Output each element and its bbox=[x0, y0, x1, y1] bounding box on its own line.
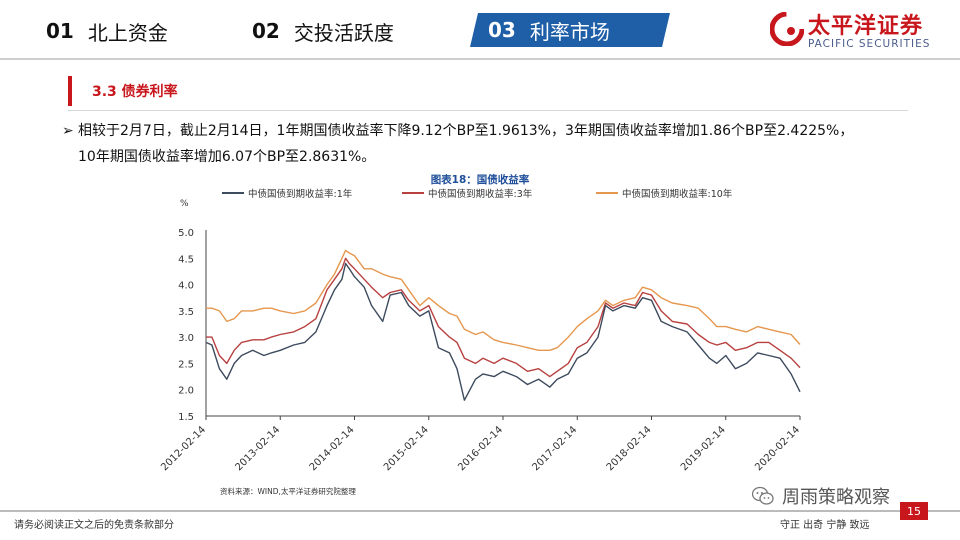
active-tab-background bbox=[470, 13, 670, 47]
x-tick-label: 2016-02-14 bbox=[456, 424, 505, 473]
y-tick-label: 4.5 bbox=[178, 254, 194, 265]
x-tick-label: 2017-02-14 bbox=[530, 424, 579, 473]
nav-number: 03 bbox=[488, 18, 516, 42]
legend-label: 中债国债到期收益率:10年 bbox=[622, 188, 733, 200]
bullet-arrow-icon: ➢ bbox=[62, 123, 74, 139]
x-tick-label: 2018-02-14 bbox=[605, 424, 654, 473]
paragraph-line-2: 10年期国债收益率增加6.07个BP至2.8631%。 bbox=[78, 149, 376, 165]
nav-number: 02 bbox=[252, 19, 280, 43]
watermark-text: 周雨策略观察 bbox=[782, 487, 890, 508]
x-tick-label: 2013-02-14 bbox=[233, 424, 282, 473]
watermark: 周雨策略观察 bbox=[752, 483, 890, 509]
y-tick-label: 4.0 bbox=[178, 281, 194, 292]
y-tick-label: 5.0 bbox=[178, 228, 194, 239]
section-accent-bar bbox=[68, 76, 72, 106]
y-tick-label: 3.5 bbox=[178, 307, 194, 318]
nav-label: 交投活跃度 bbox=[293, 20, 394, 45]
section-divider bbox=[68, 110, 908, 111]
nav-label: 北上资金 bbox=[87, 20, 168, 45]
x-tick-label: 2020-02-14 bbox=[753, 424, 802, 473]
x-tick-label: 2019-02-14 bbox=[679, 424, 728, 473]
series-line bbox=[206, 257, 801, 378]
header: 01 北上资金 02 交投活跃度 03 利率市场 太平洋证券 PACIFIC S… bbox=[0, 0, 960, 64]
x-tick-label: 2012-02-14 bbox=[159, 424, 208, 473]
logo-english-name: PACIFIC SECURITIES bbox=[808, 38, 931, 50]
paragraph-line-1: 相较于2月7日，截止2月14日，1年期国债收益率下降9.12个BP至1.9613… bbox=[78, 123, 854, 139]
logo-chinese-name: 太平洋证券 bbox=[808, 13, 924, 39]
section-heading: 3.3 债券利率 bbox=[68, 76, 178, 106]
series-line bbox=[206, 249, 801, 351]
x-tick-label: 2014-02-14 bbox=[308, 424, 357, 473]
footer-divider bbox=[0, 510, 960, 512]
footer-motto: 守正 出奇 宁静 致远 bbox=[780, 520, 870, 531]
footer-disclaimer: 请务必阅读正文之后的免责条款部分 bbox=[14, 520, 174, 531]
nav-tab-trading-activity[interactable]: 02 交投活跃度 bbox=[252, 14, 394, 48]
legend-label: 中债国债到期收益率:1年 bbox=[248, 188, 353, 200]
page-number: 15 bbox=[900, 502, 928, 520]
y-tick-label: 1.5 bbox=[178, 412, 194, 423]
y-tick-label: 3.0 bbox=[178, 333, 194, 344]
x-tick-label: 2015-02-14 bbox=[382, 424, 431, 473]
nav-number: 01 bbox=[46, 19, 74, 43]
section-title: 3.3 债券利率 bbox=[92, 84, 178, 100]
legend-label: 中债国债到期收益率:3年 bbox=[428, 188, 533, 200]
logo-emblem-icon bbox=[770, 12, 804, 46]
header-divider bbox=[0, 58, 960, 60]
company-logo: 太平洋证券 PACIFIC SECURITIES bbox=[770, 8, 956, 56]
y-tick-label: 2.5 bbox=[178, 359, 194, 370]
chart-source: 资料来源：WIND,太平洋证券研究院整理 bbox=[220, 487, 356, 496]
y-tick-label: 2.0 bbox=[178, 386, 194, 397]
y-axis-label: % bbox=[180, 199, 189, 209]
wechat-icon bbox=[752, 486, 774, 505]
series-line bbox=[205, 262, 801, 401]
chart-title: 图表18：国债收益率 bbox=[430, 174, 530, 186]
nav-tab-interest-rate-active[interactable]: 03 利率市场 bbox=[470, 13, 670, 47]
active-tab-text: 03 利率市场 bbox=[488, 13, 610, 47]
nav-tab-northbound[interactable]: 01 北上资金 bbox=[46, 14, 168, 48]
nav-label: 利率市场 bbox=[529, 19, 610, 44]
